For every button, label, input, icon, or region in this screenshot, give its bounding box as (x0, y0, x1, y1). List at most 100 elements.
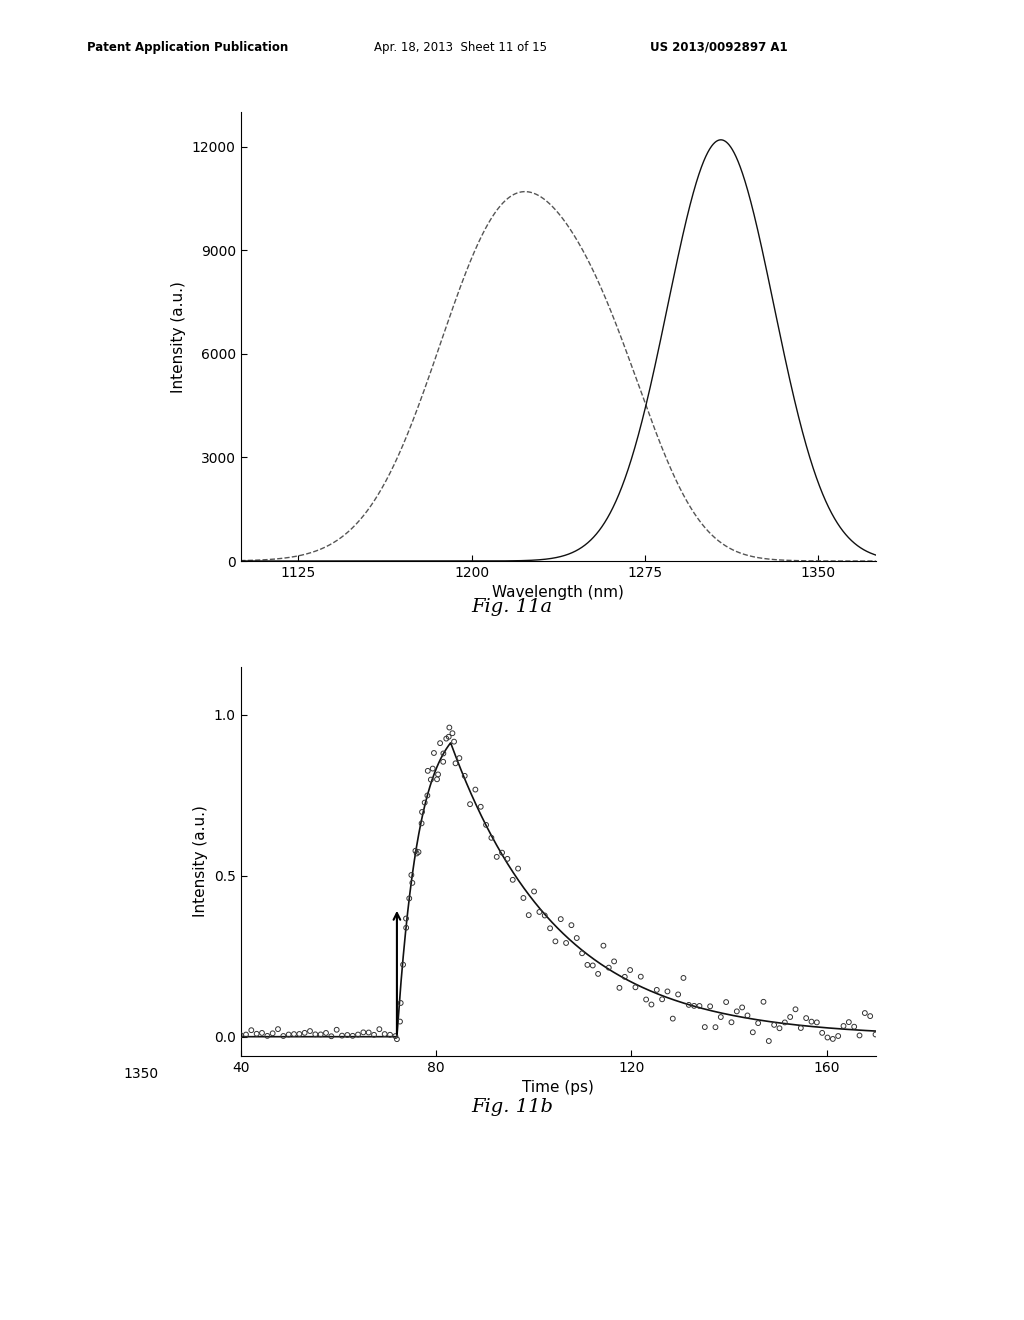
Point (756, 991, 772, 1012)
Point (510, 858, 526, 879)
Point (675, 968, 691, 989)
Y-axis label: Intensity (a.u.): Intensity (a.u.) (194, 805, 208, 917)
Point (371, 1019, 387, 1040)
Point (254, 1023, 270, 1044)
Point (681, 994, 697, 1015)
Point (851, 1024, 867, 1045)
Point (297, 1022, 313, 1043)
Point (408, 841, 424, 862)
Point (750, 1012, 766, 1034)
Point (389, 1028, 406, 1049)
Point (814, 1022, 830, 1043)
Point (766, 1014, 782, 1035)
Point (377, 1023, 393, 1044)
Point (259, 1026, 275, 1047)
Point (739, 1005, 756, 1026)
Point (329, 1019, 345, 1040)
Point (472, 796, 488, 817)
Point (600, 957, 616, 978)
Point (355, 1022, 372, 1043)
Point (836, 1015, 852, 1036)
Point (505, 870, 521, 891)
Point (360, 1022, 377, 1043)
Point (387, 1026, 403, 1047)
X-axis label: Time (ps): Time (ps) (522, 1080, 594, 1096)
Point (734, 997, 751, 1018)
Point (558, 932, 574, 953)
Point (691, 995, 708, 1016)
Point (317, 1023, 334, 1044)
Point (595, 935, 611, 956)
Point (417, 792, 433, 813)
Point (568, 928, 585, 949)
Point (537, 906, 553, 927)
Point (429, 768, 445, 789)
Point (366, 1024, 382, 1045)
Point (275, 1026, 292, 1047)
Point (718, 991, 734, 1012)
Point (281, 1024, 297, 1045)
Point (435, 743, 452, 764)
Y-axis label: Intensity (a.u.): Intensity (a.u.) (171, 281, 186, 392)
Point (526, 880, 543, 902)
Point (395, 954, 412, 975)
Point (467, 779, 483, 800)
Point (401, 888, 418, 909)
Point (803, 1011, 819, 1032)
Point (425, 758, 441, 779)
Point (708, 1016, 724, 1038)
Point (723, 1011, 739, 1032)
Point (444, 722, 461, 743)
Point (432, 733, 449, 754)
Point (665, 1008, 681, 1030)
Point (628, 977, 644, 998)
Point (761, 1031, 777, 1052)
Text: 1350: 1350 (123, 1067, 159, 1081)
Point (423, 770, 439, 791)
Point (841, 1011, 857, 1032)
Point (515, 887, 531, 908)
Point (291, 1023, 307, 1044)
Point (392, 993, 409, 1014)
Point (483, 828, 500, 849)
Point (420, 760, 436, 781)
Point (744, 1022, 761, 1043)
Point (409, 843, 425, 865)
Point (414, 801, 430, 822)
Text: Patent Application Publication: Patent Application Publication (87, 41, 289, 54)
Point (411, 841, 427, 862)
Point (286, 1023, 302, 1044)
Point (867, 1024, 884, 1045)
Point (232, 1024, 249, 1045)
Point (787, 999, 804, 1020)
Point (696, 1016, 713, 1038)
Point (264, 1023, 281, 1044)
Point (793, 1018, 809, 1039)
Point (339, 1024, 355, 1045)
Point (531, 902, 548, 923)
Point (686, 995, 702, 1016)
Point (307, 1024, 324, 1045)
Point (798, 1007, 814, 1028)
Point (324, 1026, 340, 1047)
Point (771, 1018, 787, 1039)
Point (312, 1024, 329, 1045)
Point (435, 751, 452, 772)
Point (462, 793, 478, 814)
Point (857, 1002, 873, 1023)
Point (452, 747, 468, 768)
Point (542, 917, 558, 939)
Point (809, 1012, 825, 1034)
Point (585, 954, 601, 975)
Text: Apr. 18, 2013  Sheet 11 of 15: Apr. 18, 2013 Sheet 11 of 15 (374, 41, 547, 54)
Point (269, 1019, 286, 1040)
Point (440, 726, 457, 747)
Point (500, 849, 516, 870)
Point (430, 764, 446, 785)
Point (457, 766, 473, 787)
Point (633, 966, 649, 987)
Point (302, 1020, 318, 1041)
Point (616, 966, 633, 987)
Point (445, 731, 462, 752)
Point (403, 865, 420, 886)
